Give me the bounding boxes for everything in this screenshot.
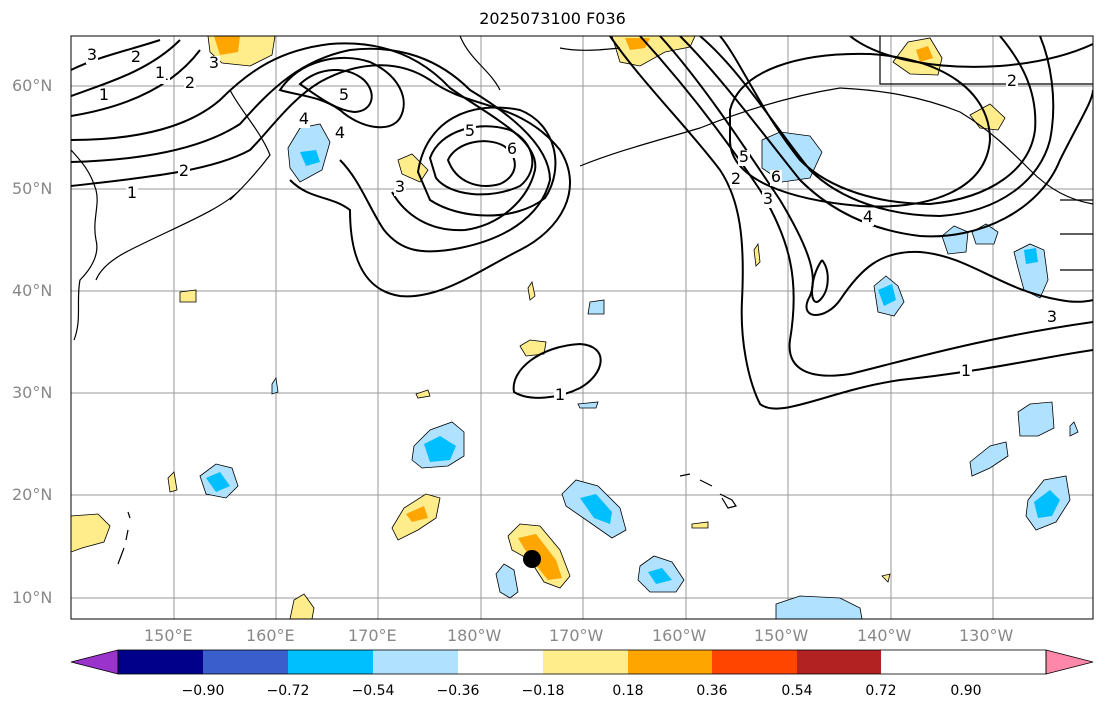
colorbar-tick: 0.36 [696,683,728,699]
contour-label: 4 [863,207,873,226]
contour-label: 2 [131,47,141,66]
contour-labels: 123456543211123456321321 [86,45,1058,404]
lat-label: 10°N [12,588,53,607]
lat-label: 60°N [12,76,53,95]
colorbar-tick: −0.72 [266,683,310,699]
lon-label: 160°E [246,626,295,645]
colorbar-segment [288,650,373,674]
contour-label: 5 [339,85,349,104]
colorbar-segment [628,650,712,674]
colorbar-tick: 0.90 [950,683,982,699]
contour-label: 5 [739,147,749,166]
contour-label: 2 [179,161,189,180]
lat-label: 40°N [12,281,53,300]
lon-label: 130°W [959,626,1014,645]
colorbar-segment [458,650,543,674]
contour-label: 5 [465,121,475,140]
colorbar-tick: 0.72 [865,683,897,699]
contour-label: 3 [763,189,773,208]
contour-label: 4 [299,109,309,128]
contour-label: 2 [185,73,195,92]
map-title: 2025073100 F036 [479,9,626,28]
colorbar-segment [118,650,203,674]
lat-label: 20°N [12,485,53,504]
contour-label: 2 [731,169,741,188]
contour-label: 1 [99,85,109,104]
lon-label: 170°E [348,626,397,645]
lat-label: 30°N [12,383,53,402]
contour-label: 3 [395,177,405,196]
contour-label: 4 [335,123,345,142]
lon-label: 160°W [652,626,707,645]
colorbar-tick: −0.90 [181,683,225,699]
contour-lines [71,36,1093,410]
colorbar-segment [797,650,881,674]
contour-label: 3 [87,45,97,64]
contour-label: 3 [1047,307,1057,326]
contour-label: 1 [555,385,565,404]
contour-label: 3 [209,53,219,72]
colorbar-segment [203,650,288,674]
shaded-fields [71,36,1079,619]
contour-label: 6 [771,167,781,186]
contour-label: 1 [127,183,137,202]
colorbar-segment [543,650,628,674]
lon-label: 180°W [447,626,502,645]
colorbar-tick: −0.18 [521,683,565,699]
contour-label: 1 [961,361,971,380]
colorbar [70,649,1094,675]
colorbar-tick: −0.54 [351,683,395,699]
contour-label: 6 [507,139,517,158]
lon-label: 140°W [857,626,912,645]
colorbar-tick: 0.54 [781,683,813,699]
storm-center-marker [523,550,541,568]
colorbar-segment [373,650,458,674]
lon-label: 150°W [754,626,809,645]
colorbar-tick: 0.18 [612,683,644,699]
coastlines [71,36,1093,565]
colorbar-tick: −0.36 [436,683,480,699]
colorbar-segment [712,650,797,674]
lat-label: 50°N [12,179,53,198]
contour-label: 1 [155,63,165,82]
lon-label: 150°E [144,626,193,645]
contour-label: 2 [1007,71,1017,90]
lon-label: 170°W [549,626,604,645]
